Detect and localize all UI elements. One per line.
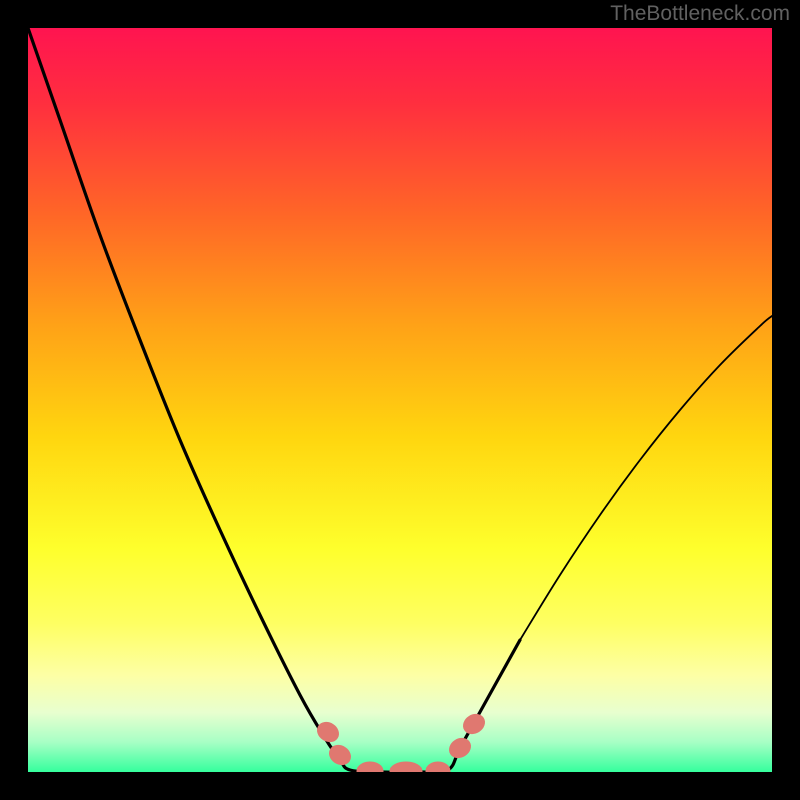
chart-plot-bg [28, 28, 772, 772]
chart-container: TheBottleneck.com [0, 0, 800, 800]
chart-svg [0, 0, 800, 800]
watermark-label: TheBottleneck.com [610, 2, 790, 26]
